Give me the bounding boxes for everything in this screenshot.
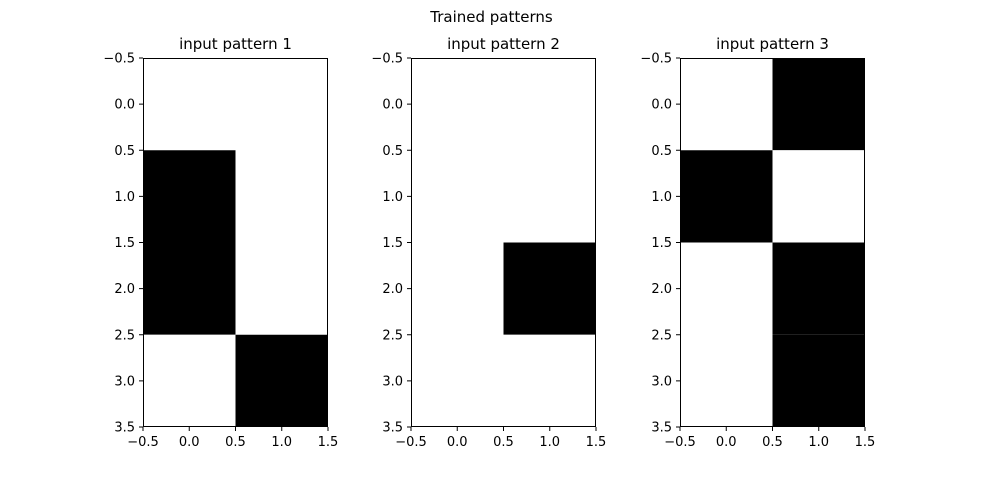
heatmap-cell xyxy=(235,334,328,427)
y-tick-label: 1.5 xyxy=(114,236,135,251)
heatmap-cell xyxy=(772,150,865,243)
heatmap-cell xyxy=(235,150,328,243)
heatmap-cell xyxy=(143,150,236,243)
subplot-2: −0.5 0.0 0.5 1.0 1.5 −0.5 0.0 0.5 1.0 1.5 2.0 2.5 3.… xyxy=(371,35,606,450)
heatmap-cell xyxy=(503,150,596,243)
x-tick-label: 0.0 xyxy=(716,435,737,450)
y-tick-label: −0.5 xyxy=(103,52,135,67)
heatmap-cell xyxy=(411,150,504,243)
heatmap-cell xyxy=(503,242,596,335)
x-tick-label: 0.5 xyxy=(762,435,783,450)
y-tick-label: 3.0 xyxy=(651,374,672,389)
heatmap-cell xyxy=(503,334,596,427)
y-tick-label: 3.5 xyxy=(114,421,135,436)
subplot-title: input pattern 1 xyxy=(179,35,292,53)
heatmap-cell xyxy=(411,58,504,151)
axes-frame xyxy=(680,58,865,427)
heatmap-cell xyxy=(680,150,773,243)
heatmap-cell xyxy=(411,242,504,335)
axes-frame xyxy=(411,58,596,427)
subplot-title: input pattern 2 xyxy=(447,35,560,53)
y-tick-label: 1.5 xyxy=(382,236,403,251)
x-tick-label: 1.0 xyxy=(539,435,560,450)
heatmap-cell xyxy=(143,334,236,427)
y-tick-label: 2.0 xyxy=(651,282,672,297)
heatmap-cell xyxy=(411,334,504,427)
heatmap-cell xyxy=(772,334,865,427)
y-tick-label: −0.5 xyxy=(640,52,672,67)
y-tick-label: 0.0 xyxy=(114,98,135,113)
subplots-group: −0.5 0.0 0.5 1.0 1.5 −0.5 0.0 0.5 1.0 1.5 2.0 2.5 3.… xyxy=(103,35,875,450)
y-tick-label: 0.0 xyxy=(651,98,672,113)
x-tick-label: −0.5 xyxy=(127,435,159,450)
x-tick-label: 0.0 xyxy=(179,435,200,450)
y-tick-label: 3.0 xyxy=(114,374,135,389)
x-tick-label: −0.5 xyxy=(395,435,427,450)
y-tick-label: 3.5 xyxy=(382,421,403,436)
y-tick-label: 3.5 xyxy=(651,421,672,436)
heatmap-cell xyxy=(772,58,865,151)
y-tick-label: 2.0 xyxy=(382,282,403,297)
y-tick-label: 0.5 xyxy=(651,144,672,159)
y-tick-label: 2.0 xyxy=(114,282,135,297)
y-tick-label: 2.5 xyxy=(114,328,135,343)
x-tick-label: 1.5 xyxy=(855,435,876,450)
x-tick-label: 1.0 xyxy=(808,435,829,450)
subplot-1: −0.5 0.0 0.5 1.0 1.5 −0.5 0.0 0.5 1.0 1.5 2.0 2.5 3.… xyxy=(103,35,338,450)
heatmap-cell xyxy=(143,242,236,335)
y-tick-label: 1.0 xyxy=(382,190,403,205)
x-tick-label: 1.5 xyxy=(586,435,607,450)
axes-frame xyxy=(143,58,328,427)
heatmap-cell xyxy=(680,58,773,151)
heatmap-cell xyxy=(143,58,236,151)
x-tick-label: 0.0 xyxy=(447,435,468,450)
y-tick-label: 1.0 xyxy=(114,190,135,205)
y-tick-label: 2.5 xyxy=(382,328,403,343)
heatmap-cell xyxy=(235,58,328,151)
x-tick-label: 0.5 xyxy=(493,435,514,450)
x-tick-label: 1.0 xyxy=(271,435,292,450)
x-tick-label: 1.5 xyxy=(318,435,339,450)
y-tick-label: 0.5 xyxy=(382,144,403,159)
y-tick-label: 1.0 xyxy=(651,190,672,205)
heatmap-cell xyxy=(680,334,773,427)
heatmap-cell xyxy=(772,242,865,335)
subplot-title: input pattern 3 xyxy=(716,35,829,53)
y-tick-label: 0.0 xyxy=(382,98,403,113)
x-tick-label: 0.5 xyxy=(225,435,246,450)
y-tick-label: 3.0 xyxy=(382,374,403,389)
y-tick-label: −0.5 xyxy=(371,52,403,67)
heatmap-cell xyxy=(503,58,596,151)
heatmap-cell xyxy=(680,242,773,335)
subplot-3: −0.5 0.0 0.5 1.0 1.5 −0.5 0.0 0.5 1.0 1.5 2.0 2.5 3.… xyxy=(640,35,875,450)
x-tick-label: −0.5 xyxy=(664,435,696,450)
y-tick-label: 1.5 xyxy=(651,236,672,251)
y-tick-label: 0.5 xyxy=(114,144,135,159)
figure-suptitle: Trained patterns xyxy=(429,8,553,26)
y-tick-label: 2.5 xyxy=(651,328,672,343)
heatmap-cell xyxy=(235,242,328,335)
